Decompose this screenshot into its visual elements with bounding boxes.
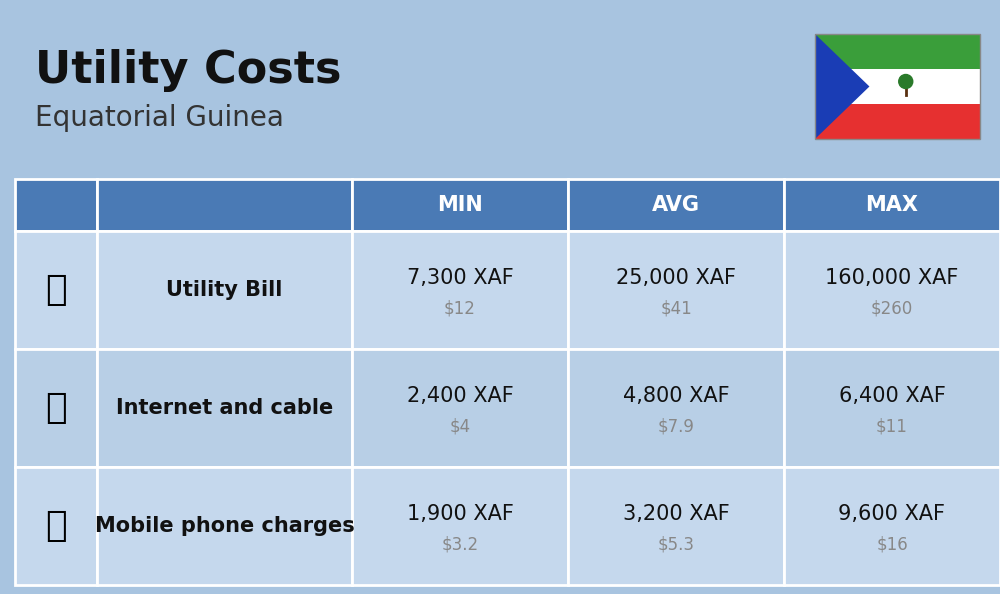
Polygon shape bbox=[815, 34, 869, 139]
Text: 📱: 📱 bbox=[45, 509, 67, 543]
FancyBboxPatch shape bbox=[784, 467, 1000, 585]
Text: Internet and cable: Internet and cable bbox=[116, 398, 333, 418]
Text: 3,200 XAF: 3,200 XAF bbox=[623, 504, 729, 524]
FancyBboxPatch shape bbox=[97, 231, 352, 349]
Text: AVG: AVG bbox=[652, 195, 700, 215]
FancyBboxPatch shape bbox=[784, 179, 1000, 231]
Text: Utility Bill: Utility Bill bbox=[166, 280, 283, 300]
Text: 1,900 XAF: 1,900 XAF bbox=[407, 504, 513, 524]
Text: 2,400 XAF: 2,400 XAF bbox=[407, 386, 513, 406]
FancyBboxPatch shape bbox=[352, 231, 568, 349]
FancyBboxPatch shape bbox=[784, 231, 1000, 349]
Text: $3.2: $3.2 bbox=[441, 535, 479, 553]
Text: Equatorial Guinea: Equatorial Guinea bbox=[35, 104, 284, 132]
Text: $260: $260 bbox=[871, 299, 913, 317]
Text: 📶: 📶 bbox=[45, 391, 67, 425]
FancyBboxPatch shape bbox=[815, 104, 980, 139]
FancyBboxPatch shape bbox=[352, 179, 568, 231]
FancyBboxPatch shape bbox=[568, 179, 784, 231]
FancyBboxPatch shape bbox=[97, 349, 352, 467]
Text: $5.3: $5.3 bbox=[658, 535, 694, 553]
Circle shape bbox=[896, 77, 916, 96]
Text: $7.9: $7.9 bbox=[658, 417, 694, 435]
FancyBboxPatch shape bbox=[568, 349, 784, 467]
Text: $4: $4 bbox=[449, 417, 471, 435]
Text: 160,000 XAF: 160,000 XAF bbox=[825, 268, 959, 288]
FancyBboxPatch shape bbox=[15, 179, 97, 231]
FancyBboxPatch shape bbox=[784, 349, 1000, 467]
Text: 🔧: 🔧 bbox=[45, 273, 67, 307]
Text: $11: $11 bbox=[876, 417, 908, 435]
FancyBboxPatch shape bbox=[568, 467, 784, 585]
Text: 25,000 XAF: 25,000 XAF bbox=[616, 268, 736, 288]
FancyBboxPatch shape bbox=[815, 69, 980, 104]
Text: MAX: MAX bbox=[866, 195, 918, 215]
FancyBboxPatch shape bbox=[15, 467, 97, 585]
Circle shape bbox=[899, 74, 913, 89]
Text: $41: $41 bbox=[660, 299, 692, 317]
Text: Utility Costs: Utility Costs bbox=[35, 49, 342, 92]
Text: 4,800 XAF: 4,800 XAF bbox=[623, 386, 729, 406]
FancyBboxPatch shape bbox=[352, 467, 568, 585]
FancyBboxPatch shape bbox=[97, 467, 352, 585]
FancyBboxPatch shape bbox=[15, 231, 97, 349]
FancyBboxPatch shape bbox=[97, 179, 352, 231]
Text: Mobile phone charges: Mobile phone charges bbox=[95, 516, 354, 536]
FancyBboxPatch shape bbox=[352, 349, 568, 467]
FancyBboxPatch shape bbox=[815, 34, 980, 69]
Text: 9,600 XAF: 9,600 XAF bbox=[838, 504, 946, 524]
FancyBboxPatch shape bbox=[15, 349, 97, 467]
Text: $16: $16 bbox=[876, 535, 908, 553]
Text: 7,300 XAF: 7,300 XAF bbox=[407, 268, 513, 288]
Text: MIN: MIN bbox=[437, 195, 483, 215]
FancyBboxPatch shape bbox=[568, 231, 784, 349]
Text: $12: $12 bbox=[444, 299, 476, 317]
Text: 6,400 XAF: 6,400 XAF bbox=[839, 386, 945, 406]
